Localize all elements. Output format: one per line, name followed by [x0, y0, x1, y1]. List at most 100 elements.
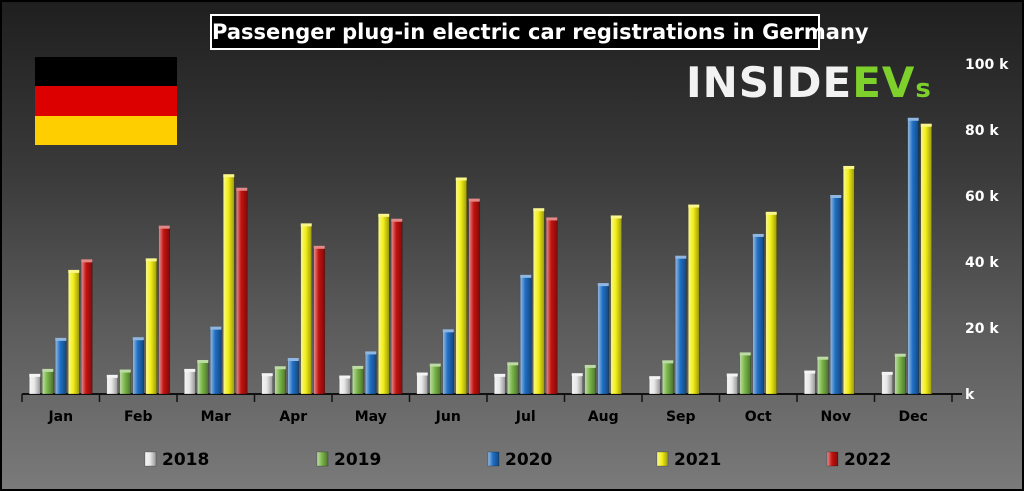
- y-tick-label: k: [965, 387, 975, 403]
- bar-top-2021-feb: [145, 258, 157, 262]
- y-tick-label: 40 k: [965, 255, 999, 271]
- bar-2018-feb: [106, 376, 119, 395]
- bar-2020-jun: [442, 330, 455, 395]
- bar-top-2019-sep: [662, 360, 674, 364]
- bar-2021-aug: [610, 217, 623, 395]
- bar-top-2020-oct: [752, 233, 764, 237]
- bar-top-2019-apr: [274, 366, 286, 370]
- bar-2018-sep: [648, 377, 661, 395]
- bar-2022-jun: [468, 200, 481, 395]
- x-tick-label: Sep: [666, 409, 696, 425]
- bar-2019-jan: [41, 370, 54, 395]
- bar-2019-oct: [739, 354, 752, 395]
- flag-stripe-gold: [35, 115, 177, 145]
- legend-label-2021: 2021: [674, 450, 721, 470]
- bar-2019-feb: [119, 371, 132, 395]
- bar-2022-may: [390, 220, 403, 395]
- bar-top-2021-jun: [455, 177, 467, 181]
- bar-2019-may: [351, 367, 364, 395]
- bar-top-2018-nov: [804, 370, 816, 374]
- bar-2021-may: [377, 215, 390, 395]
- bar-top-2019-may: [352, 365, 364, 369]
- x-tick-label: Feb: [124, 409, 153, 425]
- x-tick-label: Nov: [821, 409, 851, 425]
- bar-2020-aug: [597, 284, 610, 395]
- bar-2018-jul: [493, 375, 506, 395]
- legend-label-2020: 2020: [505, 450, 552, 470]
- flag-stripe-black: [35, 57, 177, 87]
- bar-top-2021-jul: [533, 208, 545, 212]
- bar-top-2020-feb: [132, 337, 144, 341]
- bar-2021-jan: [67, 271, 80, 395]
- legend-label-2018: 2018: [162, 450, 209, 470]
- bar-2018-may: [338, 377, 351, 395]
- bar-top-2018-jun: [416, 372, 428, 376]
- bar-top-2022-may: [391, 218, 403, 222]
- bar-2018-nov: [803, 372, 816, 395]
- bar-top-2018-oct: [726, 373, 738, 377]
- bar-top-2021-nov: [843, 165, 855, 169]
- bar-top-2019-nov: [817, 356, 829, 360]
- bar-2020-jul: [519, 276, 532, 395]
- bar-2021-sep: [687, 206, 700, 395]
- bar-top-2018-mar: [184, 368, 196, 372]
- x-tick-label: May: [355, 409, 387, 425]
- bar-top-2018-sep: [649, 376, 661, 380]
- bar-top-2018-may: [339, 375, 351, 379]
- bar-2019-aug: [584, 366, 597, 395]
- bar-top-2021-dec: [920, 123, 932, 127]
- bar-top-2020-jan: [55, 337, 67, 341]
- bar-top-2022-mar: [236, 187, 248, 191]
- bar-2019-sep: [661, 362, 674, 395]
- bar-top-2018-aug: [571, 373, 583, 377]
- bar-2020-apr: [287, 359, 300, 395]
- bar-2019-jul: [506, 363, 519, 395]
- bar-top-2019-jan: [42, 368, 54, 372]
- bar-2019-jun: [429, 365, 442, 395]
- y-tick-label: 60 k: [965, 189, 999, 205]
- bar-top-2019-mar: [197, 359, 209, 363]
- bar-2021-feb: [145, 260, 158, 395]
- bar-top-2021-jan: [68, 269, 80, 273]
- bar-2018-jan: [28, 375, 41, 395]
- x-tick-label: Dec: [899, 409, 928, 425]
- bar-top-2022-jun: [468, 198, 480, 202]
- legend-swatch-2022: [826, 451, 839, 467]
- bar-2019-nov: [816, 358, 829, 395]
- x-tick-label: Aug: [588, 409, 619, 425]
- bar-top-2019-jun: [429, 363, 441, 367]
- bar-top-2022-feb: [158, 225, 170, 229]
- bar-top-2022-jul: [546, 217, 558, 221]
- y-tick-label: 20 k: [965, 321, 999, 337]
- bar-top-2021-may: [378, 213, 390, 217]
- bar-top-2018-jan: [29, 373, 41, 377]
- bar-top-2018-jul: [494, 373, 506, 377]
- bar-2020-jan: [54, 339, 67, 395]
- bar-top-2018-apr: [261, 373, 273, 377]
- bar-top-2022-apr: [313, 245, 325, 249]
- bar-2019-dec: [894, 355, 907, 395]
- bar-top-2020-may: [365, 351, 377, 355]
- bar-2021-nov: [842, 167, 855, 395]
- bar-top-2019-aug: [584, 364, 596, 368]
- x-tick-label: Jun: [435, 409, 461, 425]
- bar-2018-oct: [726, 375, 739, 395]
- bar-2019-mar: [196, 361, 209, 395]
- bar-top-2021-mar: [223, 174, 235, 178]
- bar-2022-jan: [80, 261, 93, 395]
- bar-2020-mar: [209, 328, 222, 395]
- legend-swatch-2021: [656, 451, 669, 467]
- bar-top-2020-sep: [675, 255, 687, 259]
- x-tick-label: Jan: [47, 409, 73, 425]
- chart-title: Passenger plug-in electric car registrat…: [210, 14, 869, 50]
- bar-top-2019-oct: [739, 352, 751, 356]
- bar-2020-oct: [752, 235, 765, 395]
- bar-top-2020-jun: [442, 329, 454, 333]
- bar-2018-aug: [571, 374, 584, 395]
- bar-2018-jun: [416, 374, 429, 395]
- bar-2020-dec: [907, 119, 920, 395]
- bar-2018-mar: [183, 370, 196, 395]
- x-tick-label: Oct: [745, 409, 772, 425]
